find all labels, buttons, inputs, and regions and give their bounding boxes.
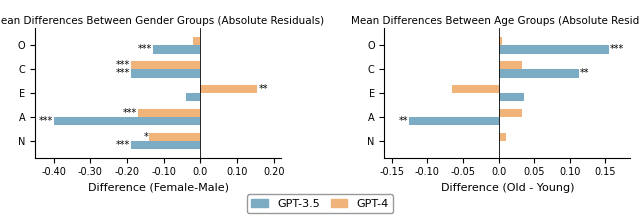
Bar [131, 61, 200, 69]
Text: *: * [143, 132, 148, 142]
Bar [186, 93, 200, 101]
Bar [193, 37, 200, 45]
Bar [499, 132, 506, 141]
Text: ***: *** [123, 108, 137, 118]
Text: ***: *** [115, 60, 130, 70]
Text: ***: *** [115, 140, 130, 150]
Text: **: ** [399, 116, 408, 126]
Bar [153, 45, 200, 54]
Bar [499, 69, 579, 78]
Text: ***: *** [610, 44, 624, 54]
Legend: GPT-3.5, GPT-4: GPT-3.5, GPT-4 [247, 194, 393, 214]
Text: ***: *** [138, 44, 152, 54]
Bar [499, 61, 522, 69]
Text: ***: *** [115, 68, 130, 78]
Bar [452, 85, 499, 93]
Bar [54, 117, 200, 125]
Bar [499, 45, 609, 54]
Title: Mean Differences Between Age Groups (Absolute Residuals): Mean Differences Between Age Groups (Abs… [351, 16, 640, 26]
Text: ***: *** [38, 116, 52, 126]
Bar [131, 69, 200, 78]
Text: **: ** [580, 68, 589, 78]
X-axis label: Difference (Old - Young): Difference (Old - Young) [441, 183, 574, 193]
Bar [499, 37, 502, 45]
Bar [499, 93, 524, 101]
X-axis label: Difference (Female-Male): Difference (Female-Male) [88, 183, 228, 193]
Bar [131, 141, 200, 149]
Bar [200, 85, 257, 93]
Text: **: ** [259, 84, 268, 94]
Bar [410, 117, 499, 125]
Bar [149, 132, 200, 141]
Title: Mean Differences Between Gender Groups (Absolute Residuals): Mean Differences Between Gender Groups (… [0, 16, 324, 26]
Bar [499, 109, 522, 117]
Bar [138, 109, 200, 117]
